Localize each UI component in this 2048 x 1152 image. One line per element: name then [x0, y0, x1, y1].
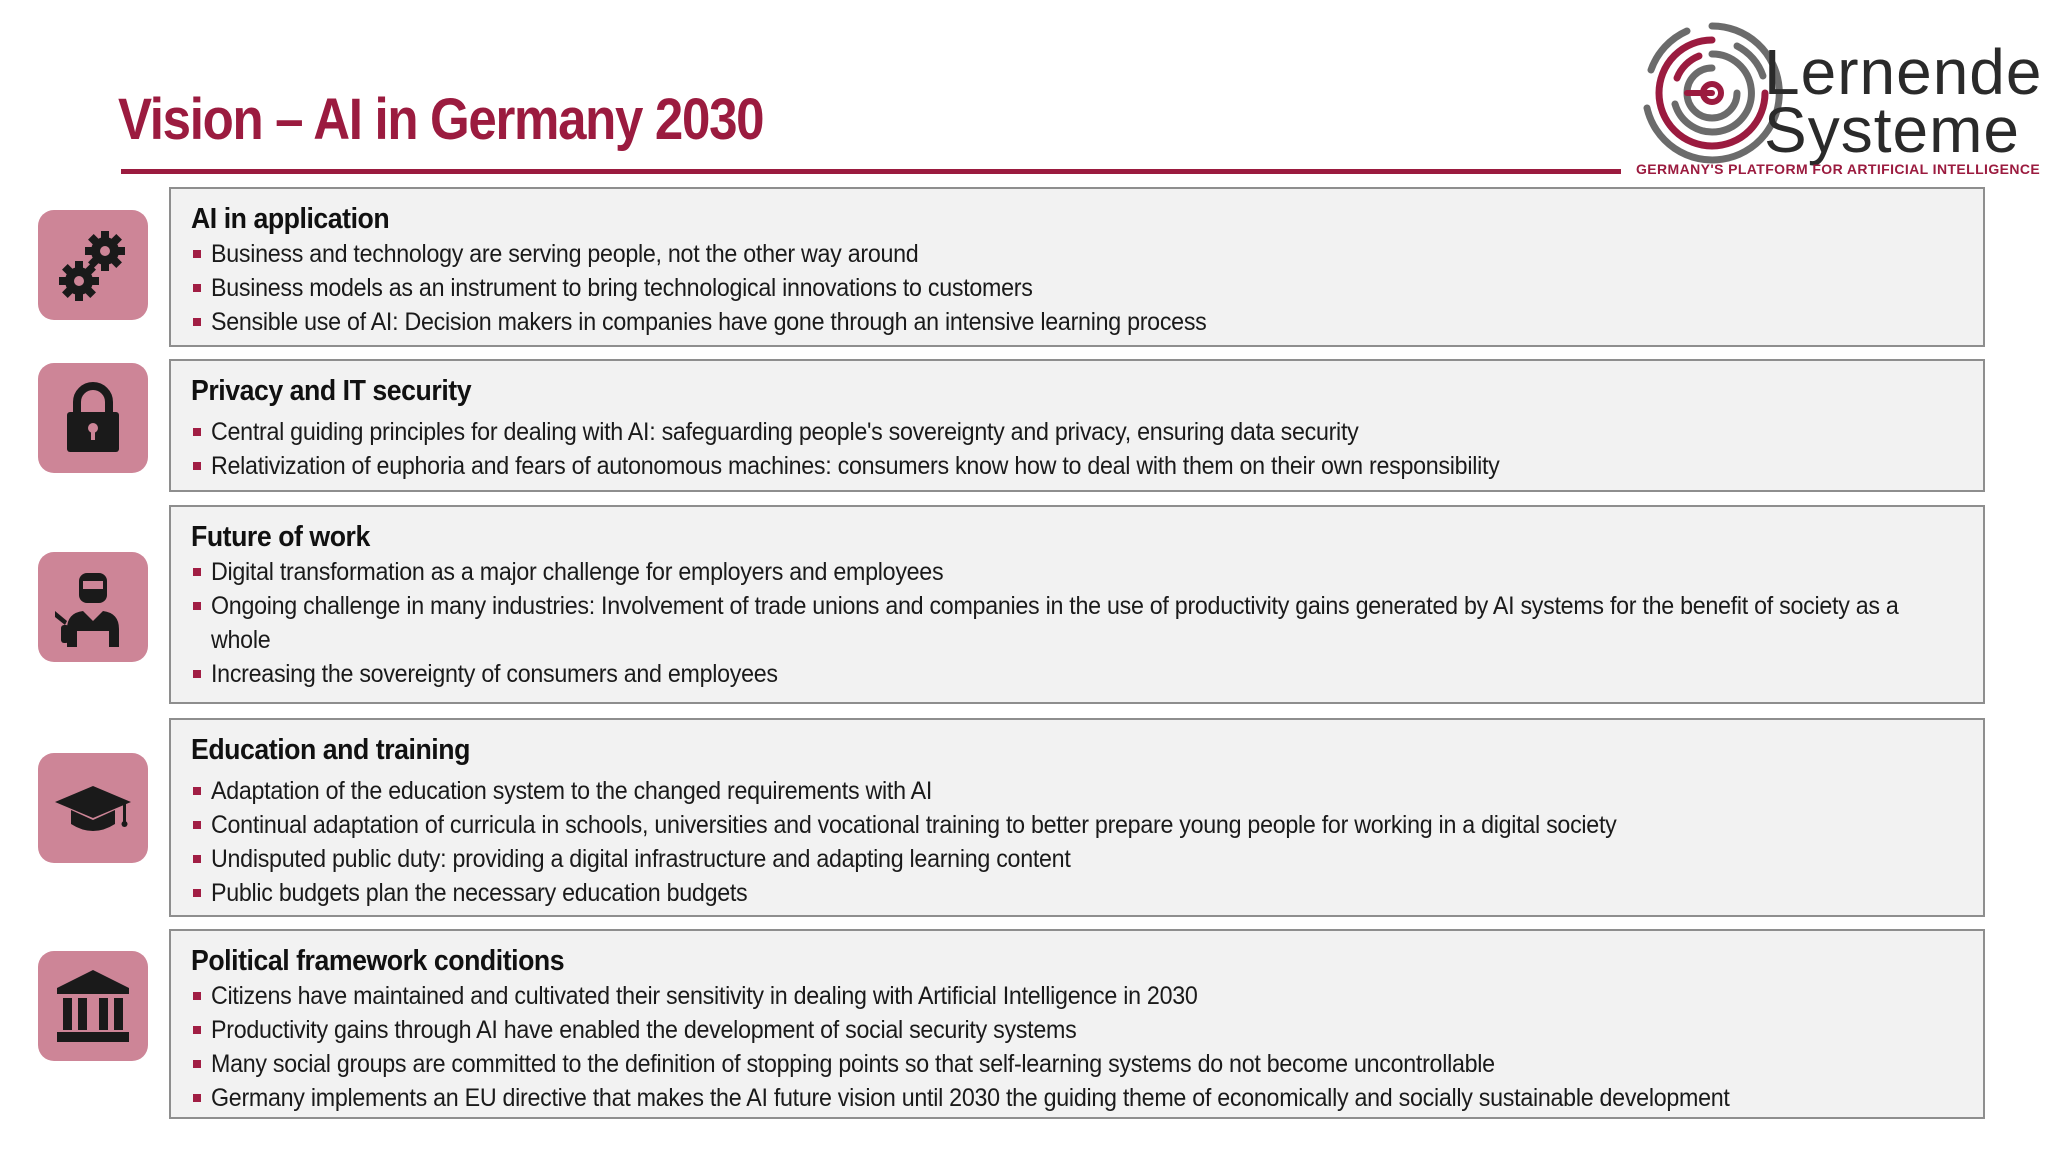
logo-tagline: GERMANY'S PLATFORM FOR ARTIFICIAL INTELL… — [1636, 161, 2041, 177]
icon-tile — [38, 210, 148, 320]
gears-icon — [59, 231, 125, 301]
government-building-icon — [57, 970, 129, 1042]
section-heading: Privacy and IT security — [191, 375, 472, 407]
bullet-item: Relativization of euphoria and fears of … — [191, 449, 1965, 483]
section-heading: Future of work — [191, 521, 370, 553]
section-box: Political framework conditions Citizens … — [169, 929, 1985, 1119]
logo-word-systeme: Systeme — [1764, 94, 2020, 166]
icon-tile — [38, 363, 148, 473]
bullet-item: Many social groups are committed to the … — [191, 1047, 1965, 1081]
bullet-item: Germany implements an EU directive that … — [191, 1081, 1965, 1115]
graduation-cap-icon — [55, 786, 131, 831]
section-box: AI in application Business and technolog… — [169, 187, 1985, 347]
section-heading: Political framework conditions — [191, 945, 565, 977]
logo-word-lernende: Lernende — [1764, 36, 2043, 108]
bullet-item: Business and technology are serving peop… — [191, 237, 1965, 271]
bullet-item: Ongoing challenge in many industries: In… — [191, 589, 1965, 657]
section-heading: Education and training — [191, 734, 470, 766]
bullet-item: Sensible use of AI: Decision makers in c… — [191, 305, 1965, 339]
bullet-item: Central guiding principles for dealing w… — [191, 415, 1965, 449]
maze-logo-icon — [1643, 22, 1783, 164]
lernende-systeme-logo: Lernende Systeme GERMANY'S PLATFORM FOR … — [1630, 18, 2043, 180]
icon-tile — [38, 951, 148, 1061]
section-box: Education and training Adaptation of the… — [169, 718, 1985, 917]
icon-tile — [38, 753, 148, 863]
section-box: Future of work Digital transformation as… — [169, 505, 1985, 704]
bullet-list: Adaptation of the education system to th… — [191, 774, 1965, 910]
title-divider — [121, 169, 1621, 174]
icon-tile — [38, 552, 148, 662]
bullet-list: Citizens have maintained and cultivated … — [191, 979, 1965, 1115]
bullet-item: Undisputed public duty: providing a digi… — [191, 842, 1965, 876]
welder-icon — [55, 573, 119, 647]
bullet-item: Continual adaptation of curricula in sch… — [191, 808, 1965, 842]
bullet-item: Digital transformation as a major challe… — [191, 555, 1965, 589]
bullet-item: Citizens have maintained and cultivated … — [191, 979, 1965, 1013]
bullet-item: Increasing the sovereignty of consumers … — [191, 657, 1965, 691]
bullet-item: Productivity gains through AI have enabl… — [191, 1013, 1965, 1047]
bullet-item: Business models as an instrument to brin… — [191, 271, 1965, 305]
bullet-item: Adaptation of the education system to th… — [191, 774, 1965, 808]
bullet-item: Public budgets plan the necessary educat… — [191, 876, 1965, 910]
section-box: Privacy and IT security Central guiding … — [169, 359, 1985, 492]
bullet-list: Business and technology are serving peop… — [191, 237, 1965, 339]
page-title: Vision – AI in Germany 2030 — [118, 87, 765, 152]
section-heading: AI in application — [191, 203, 390, 235]
bullet-list: Central guiding principles for dealing w… — [191, 415, 1965, 483]
bullet-list: Digital transformation as a major challe… — [191, 555, 1965, 691]
padlock-icon — [67, 382, 119, 452]
